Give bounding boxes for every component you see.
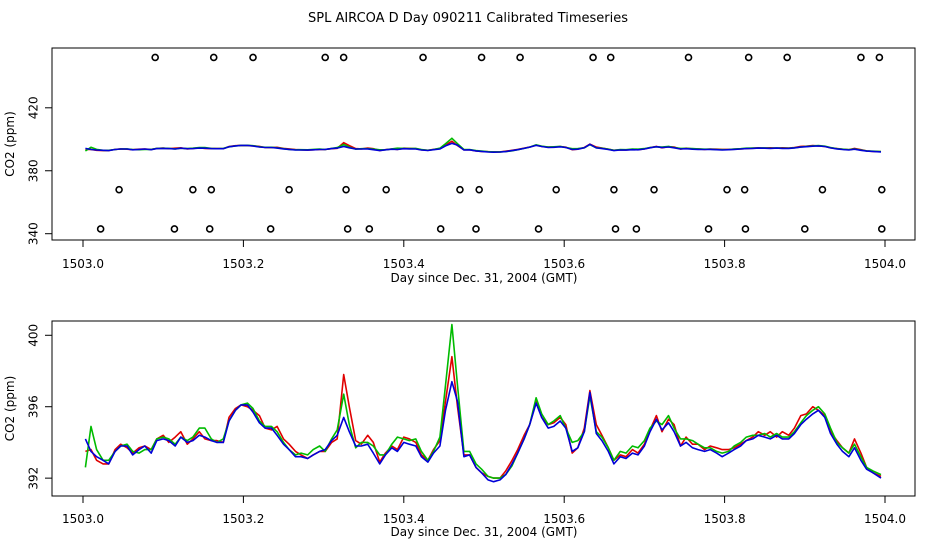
data-marker <box>477 53 486 62</box>
data-marker <box>875 53 884 62</box>
x-tick-label: 1503.2 <box>222 512 264 526</box>
data-marker <box>249 53 257 62</box>
x-tick-label: 1503.6 <box>543 257 585 271</box>
data-marker <box>552 185 560 194</box>
y-tick-label: 340 <box>27 222 41 245</box>
x-tick-label: 1503.0 <box>62 512 104 526</box>
y-tick-label: 392 <box>27 467 41 490</box>
data-marker <box>723 185 731 194</box>
data-marker <box>800 225 809 233</box>
data-marker <box>115 185 123 194</box>
data-marker <box>365 225 374 233</box>
data-marker <box>382 185 390 194</box>
y-tick-label: 380 <box>27 159 41 182</box>
data-marker <box>610 185 618 194</box>
y-tick-label: 396 <box>27 395 41 418</box>
data-marker <box>684 53 693 62</box>
data-marker <box>96 225 105 233</box>
data-marker <box>419 53 427 62</box>
series-line-1 <box>85 355 882 479</box>
data-marker <box>343 225 352 233</box>
y-tick-label: 400 <box>27 324 41 347</box>
data-marker <box>472 225 480 233</box>
data-marker <box>205 225 214 233</box>
data-marker <box>285 185 293 194</box>
plot-frame <box>51 320 916 497</box>
data-marker <box>170 225 179 233</box>
plot-frame <box>51 47 916 241</box>
data-marker <box>456 185 464 194</box>
overview-series-line-3 <box>85 142 882 154</box>
data-marker <box>207 185 216 194</box>
data-marker <box>189 185 197 194</box>
data-marker <box>534 225 543 233</box>
y-tick-label: 420 <box>27 96 41 119</box>
panel-1-series <box>84 137 882 154</box>
x-tick-label: 1503.4 <box>383 257 425 271</box>
y-axis-label: CO2 (ppm) <box>3 111 17 177</box>
x-tick-label: 1503.4 <box>383 512 425 526</box>
data-marker <box>744 53 753 62</box>
data-marker <box>151 53 159 62</box>
data-marker <box>783 53 791 62</box>
data-marker <box>342 185 350 194</box>
data-marker <box>339 53 348 62</box>
data-marker <box>877 225 886 233</box>
data-marker <box>877 185 886 194</box>
x-tick-label: 1504.0 <box>864 512 906 526</box>
x-tick-label: 1503.2 <box>222 257 264 271</box>
chart-title: SPL AIRCOA D Day 090211 Calibrated Times… <box>308 11 628 26</box>
data-marker <box>611 225 620 233</box>
overview-series-line-2 <box>84 137 882 153</box>
panel-1: 1503.0 1503.2 1503.4 1503.6 1503.8 1504.0 340 3… <box>3 47 916 285</box>
data-marker <box>516 53 524 62</box>
panel-2: 1503.0 1503.2 1503.4 1503.6 1503.8 1504.0 392 3… <box>3 320 916 539</box>
x-axis-label: Day since Dec. 31, 2004 (GMT) <box>391 525 578 539</box>
data-marker <box>589 53 597 62</box>
series-line-3 <box>84 380 882 483</box>
x-tick-label: 1503.6 <box>543 512 585 526</box>
x-tick-label: 1503.8 <box>704 512 746 526</box>
data-marker <box>741 225 750 233</box>
data-marker <box>436 225 445 233</box>
data-marker <box>650 185 658 194</box>
data-marker <box>632 225 641 233</box>
data-marker <box>209 53 218 62</box>
x-tick-label: 1504.0 <box>864 257 906 271</box>
data-marker <box>475 185 483 194</box>
series-line-2 <box>84 323 882 479</box>
x-axis-label: Day since Dec. 31, 2004 (GMT) <box>391 271 578 285</box>
data-marker <box>857 53 865 62</box>
x-tick-label: 1503.0 <box>62 257 104 271</box>
data-marker <box>321 53 330 62</box>
data-marker <box>740 185 749 194</box>
x-tick-label: 1503.8 <box>704 257 746 271</box>
data-marker <box>266 225 275 233</box>
y-axis-label: CO2 (ppm) <box>3 376 17 442</box>
overview-series-line-1 <box>85 140 882 153</box>
data-marker <box>704 225 713 233</box>
data-marker <box>818 185 827 194</box>
data-marker <box>606 53 615 62</box>
